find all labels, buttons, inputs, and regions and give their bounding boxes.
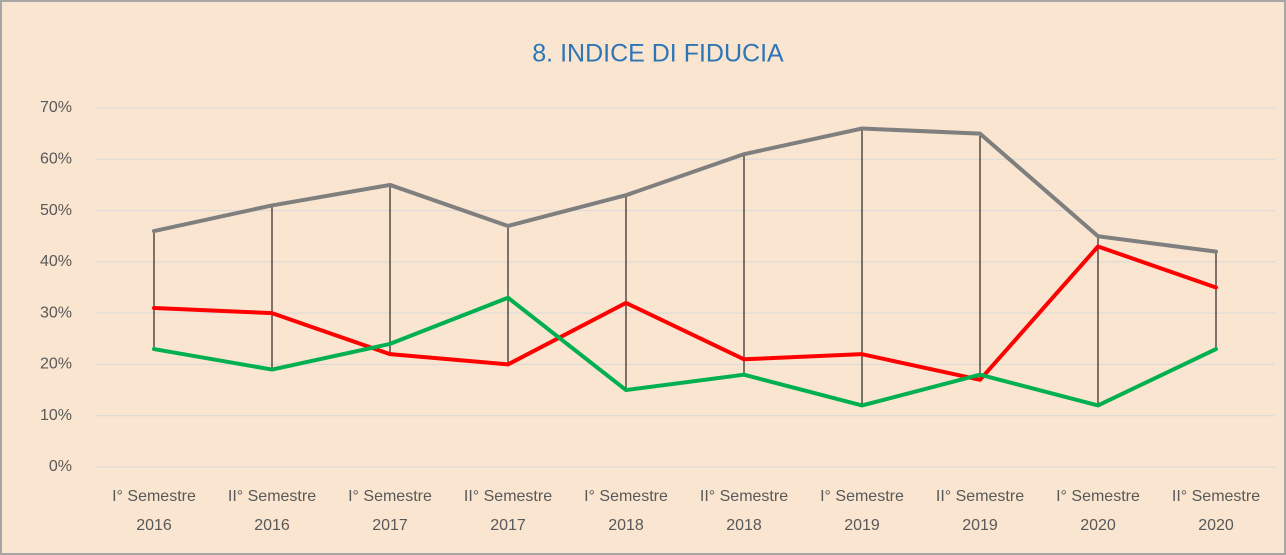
y-tick-label: 10%	[40, 407, 72, 424]
x-tick-label: I° Semestre	[820, 488, 904, 505]
x-tick-label: 2018	[608, 517, 644, 534]
series-line	[152, 126, 1218, 254]
x-tick-label: II° Semestre	[228, 488, 316, 505]
x-tick-label: II° Semestre	[1172, 488, 1260, 505]
x-tick-label: 2016	[254, 517, 290, 534]
x-tick-label: 2019	[844, 517, 880, 534]
x-tick-label: I° Semestre	[1056, 488, 1140, 505]
x-tick-label: II° Semestre	[464, 488, 552, 505]
x-tick-label: 2019	[962, 517, 998, 534]
x-tick-label: I° Semestre	[584, 488, 668, 505]
chart-title: 8. INDICE DI FIDUCIA	[532, 40, 784, 68]
x-tick-label: 2017	[372, 517, 408, 534]
x-tick-label: 2018	[726, 517, 762, 534]
y-tick-label: 20%	[40, 356, 72, 373]
x-tick-label: 2020	[1080, 517, 1116, 534]
y-tick-label: 70%	[40, 99, 72, 116]
x-tick-label: II° Semestre	[936, 488, 1024, 505]
y-tick-label: 60%	[40, 151, 72, 168]
x-tick-label: II° Semestre	[700, 488, 788, 505]
y-tick-label: 50%	[40, 202, 72, 219]
y-tick-label: 40%	[40, 253, 72, 270]
x-tick-label: 2020	[1198, 517, 1234, 534]
y-tick-label: 0%	[49, 458, 72, 475]
series-line	[152, 295, 1218, 408]
x-tick-label: I° Semestre	[112, 488, 196, 505]
x-tick-label: 2017	[490, 517, 526, 534]
x-tick-label: I° Semestre	[348, 488, 432, 505]
x-tick-label: 2016	[136, 517, 172, 534]
series-line	[152, 244, 1218, 382]
y-tick-label: 30%	[40, 304, 72, 321]
